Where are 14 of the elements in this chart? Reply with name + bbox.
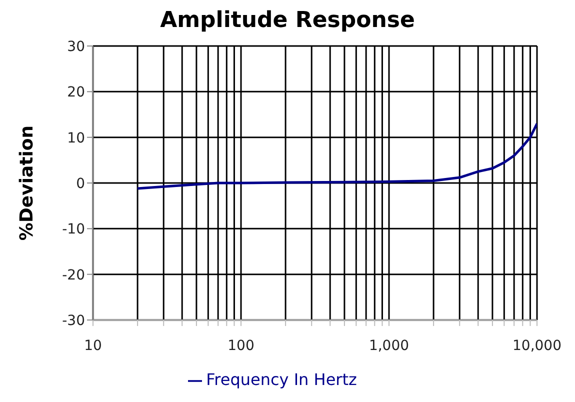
y-tick-label: 30 (67, 38, 85, 55)
y-tick-label: 0 (76, 176, 85, 192)
x-tick-label: 10,000 (512, 338, 562, 354)
x-tick-label: 100 (228, 338, 254, 354)
x-tick-label: 10 (84, 338, 102, 354)
y-tick-label: -30 (62, 312, 85, 329)
y-tick-label: -10 (62, 222, 85, 238)
y-tick-label: 20 (67, 84, 85, 101)
y-tick-label: 10 (67, 130, 85, 146)
legend-label: Frequency In Hertz (206, 370, 357, 389)
chart-title: Amplitude Response (159, 8, 416, 35)
x-tick-label: 1,000 (368, 338, 410, 354)
y-tick-label: -20 (62, 267, 85, 284)
y-axis-title: %Deviation (16, 125, 38, 241)
